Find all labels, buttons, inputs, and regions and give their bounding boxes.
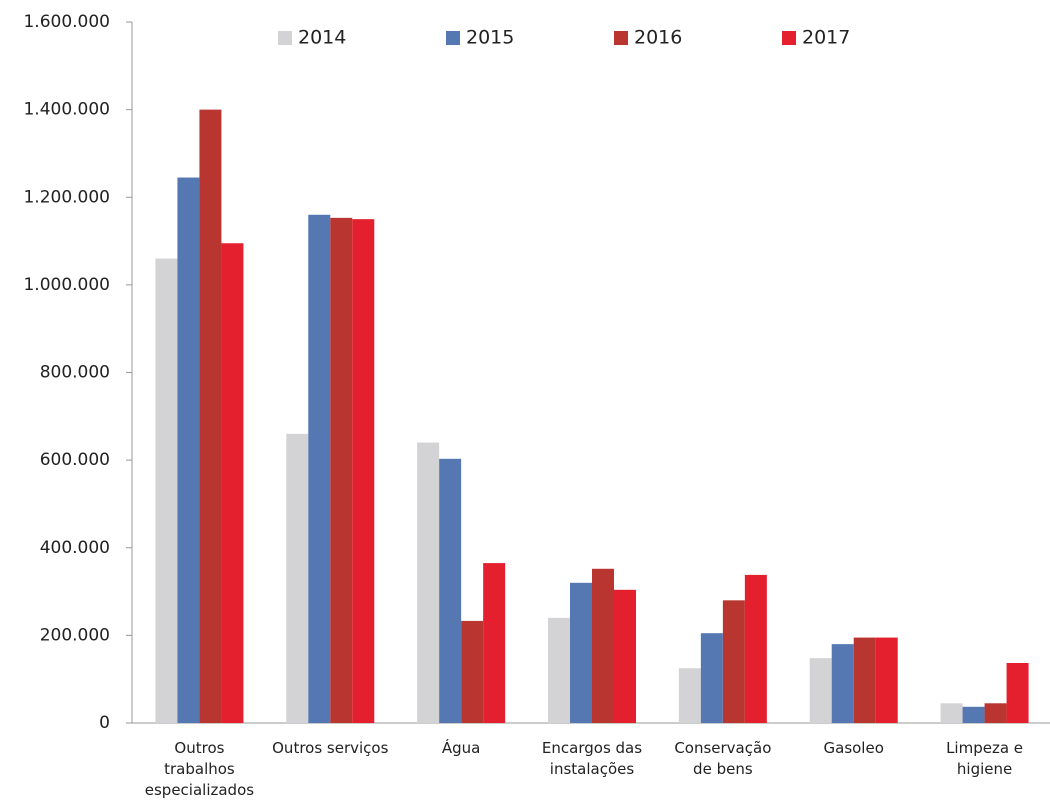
- bar: [962, 706, 985, 723]
- bar: [614, 589, 636, 723]
- bar: [417, 442, 440, 723]
- bar: [744, 574, 767, 723]
- legend-swatch: [278, 31, 292, 45]
- y-tick-label: 1.200.000: [23, 187, 110, 207]
- bar: [722, 600, 745, 723]
- bar: [592, 568, 614, 723]
- bar: [1006, 662, 1029, 723]
- legend-swatch: [782, 31, 796, 45]
- bar: [483, 563, 506, 723]
- y-tick-label: 600.000: [40, 450, 110, 470]
- bar: [700, 633, 723, 723]
- legend-swatch: [614, 31, 628, 45]
- bar: [330, 217, 353, 724]
- bar: [199, 109, 222, 723]
- bar: [308, 214, 331, 723]
- legend-label: 2015: [466, 27, 514, 49]
- legend-label: 2016: [634, 27, 682, 49]
- x-tick-label: Conservação de bens: [674, 739, 772, 778]
- y-tick-label: 400.000: [40, 538, 110, 558]
- bar: [286, 433, 309, 723]
- bar: [221, 243, 244, 724]
- bar: [940, 703, 963, 723]
- bar: [875, 637, 898, 723]
- y-tick-label: 200.000: [40, 625, 110, 645]
- bar: [570, 582, 592, 723]
- y-tick-label: 1.600.000: [23, 12, 110, 32]
- legend-label: 2017: [802, 27, 850, 49]
- y-tick-label: 1.000.000: [23, 275, 110, 295]
- x-tick-label: Gasoleo: [823, 739, 884, 757]
- y-tick-label: 1.400.000: [23, 100, 110, 120]
- x-tick-label: Água: [441, 739, 481, 757]
- bar: [439, 458, 462, 723]
- bar: [548, 617, 570, 723]
- bar: [461, 620, 484, 723]
- bar: [831, 644, 854, 723]
- x-tick-label: Limpeza e higiene: [946, 739, 1024, 778]
- legend-label: 2014: [298, 27, 346, 49]
- bar: [678, 668, 701, 723]
- x-tick-label: Outros trabalhos especializados: [144, 739, 255, 799]
- y-tick-label: 800.000: [40, 363, 110, 383]
- bar: [352, 219, 375, 723]
- bar: [155, 258, 178, 723]
- x-tick-label: Encargos das instalações: [541, 739, 643, 778]
- bar: [853, 637, 876, 723]
- bar: [177, 177, 200, 724]
- y-tick-label: 0: [99, 713, 110, 733]
- legend-swatch: [446, 31, 460, 45]
- x-tick-label: Outros serviços: [272, 739, 389, 757]
- bar: [809, 658, 832, 723]
- bar: [984, 703, 1007, 723]
